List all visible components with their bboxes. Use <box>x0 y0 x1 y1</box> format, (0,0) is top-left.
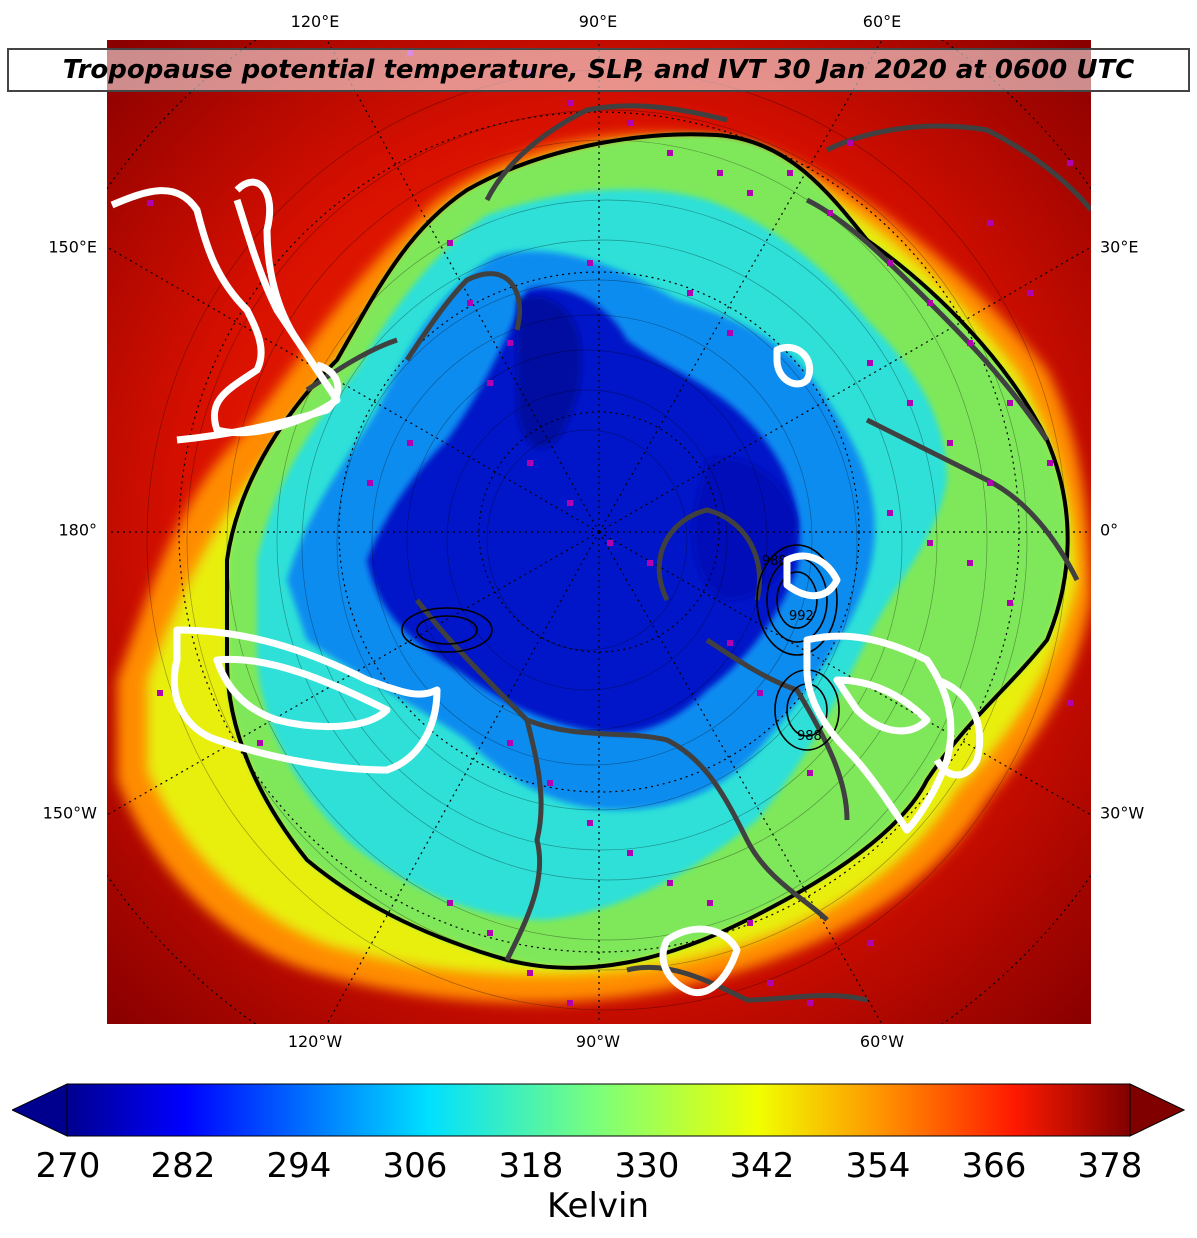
slp-labels: 988 992 988 <box>762 554 822 744</box>
colorbar-gradient <box>66 1083 1131 1137</box>
colorbar-label-318: 318 <box>498 1146 564 1186</box>
colorbar-label-282: 282 <box>150 1146 216 1186</box>
chart-title: Tropopause potential temperature, SLP, a… <box>62 55 1135 85</box>
colorbar-label-354: 354 <box>845 1146 911 1186</box>
colorbar-label-366: 366 <box>961 1146 1027 1186</box>
tick-bottom-60w: 60°W <box>859 1032 905 1051</box>
colorbar-extend-high <box>1129 1083 1185 1137</box>
coastlines <box>305 103 1091 1003</box>
colorbar-label-294: 294 <box>266 1146 332 1186</box>
colorbar-extend-low <box>12 1083 68 1137</box>
title-box: Tropopause potential temperature, SLP, a… <box>7 48 1190 92</box>
ivt-contours <box>110 178 984 997</box>
colorbar-unit-label: Kelvin <box>546 1186 650 1226</box>
tick-top-120e: 120°E <box>290 12 340 31</box>
slp-contours <box>401 544 840 751</box>
colorbar-label-330: 330 <box>614 1146 680 1186</box>
tick-left-150e: 150°E <box>48 237 97 257</box>
slp-label-3: 988 <box>797 729 822 744</box>
tick-right-30w: 30°W <box>1100 803 1145 823</box>
tick-top-90e: 90°E <box>578 12 618 31</box>
tick-left-180: 180° <box>58 520 97 540</box>
polar-stereographic-map: 988 992 988 <box>107 40 1091 1024</box>
station-markers <box>147 50 1073 1006</box>
slp-label-1: 988 <box>762 554 787 569</box>
tick-bottom-120w: 120°W <box>287 1032 343 1051</box>
deep-blue-tongue <box>517 296 581 448</box>
tick-right-0: 0° <box>1100 520 1119 540</box>
colorbar-label-378: 378 <box>1077 1146 1143 1186</box>
tick-bottom-90w: 90°W <box>575 1032 621 1051</box>
tick-left-150w: 150°W <box>42 803 97 823</box>
map-panel: 988 992 988 <box>107 40 1091 1024</box>
tick-top-60e: 60°E <box>862 12 902 31</box>
tick-right-30e: 30°E <box>1100 237 1139 257</box>
deep-blue-core <box>367 287 800 734</box>
dynamic-tropopause-boundary <box>225 132 1070 970</box>
colorbar-label-270: 270 <box>35 1146 101 1186</box>
deep-blue-east <box>693 458 797 600</box>
colorbar <box>12 1083 1185 1137</box>
colorbar-label-342: 342 <box>729 1146 795 1186</box>
colorbar-label-306: 306 <box>382 1146 448 1186</box>
slp-label-2: 992 <box>789 609 814 624</box>
